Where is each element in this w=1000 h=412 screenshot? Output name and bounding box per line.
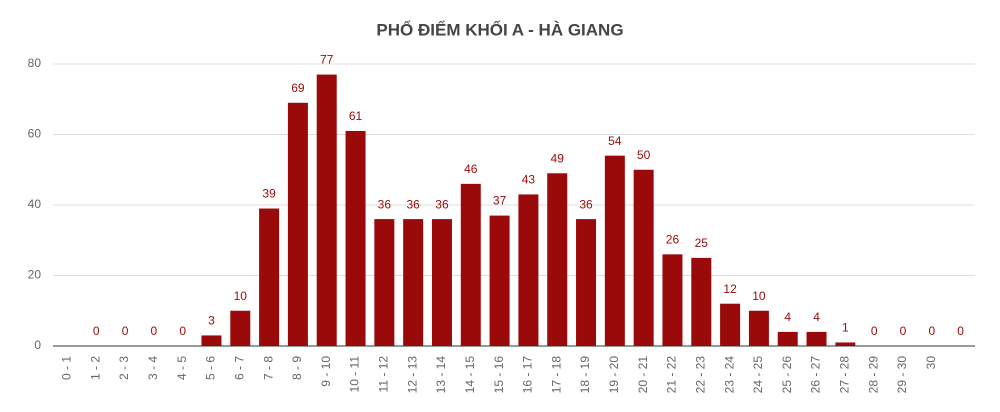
value-label: 36 bbox=[406, 197, 420, 211]
y-tick-label: 60 bbox=[28, 127, 42, 141]
value-label: 39 bbox=[262, 187, 276, 201]
x-tick-label: 27 - 28 bbox=[838, 356, 852, 394]
bar bbox=[691, 257, 712, 346]
value-label: 3 bbox=[208, 314, 215, 328]
x-tick-label: 3 - 4 bbox=[146, 356, 160, 380]
bar bbox=[576, 219, 597, 346]
value-label: 0 bbox=[122, 324, 129, 338]
value-label: 0 bbox=[900, 324, 907, 338]
value-label: 10 bbox=[752, 289, 766, 303]
value-label: 4 bbox=[813, 310, 820, 324]
x-tick-label: 30 bbox=[924, 356, 938, 370]
x-tick-label: 17 - 18 bbox=[549, 356, 563, 394]
value-label: 10 bbox=[234, 289, 248, 303]
x-tick-label: 5 - 6 bbox=[204, 356, 218, 380]
bar bbox=[316, 74, 337, 346]
x-tick-label: 1 - 2 bbox=[88, 356, 102, 380]
bar bbox=[633, 169, 654, 346]
x-tick-label: 24 - 25 bbox=[751, 356, 765, 394]
value-label: 26 bbox=[666, 233, 680, 247]
value-label: 61 bbox=[349, 109, 363, 123]
value-label: 37 bbox=[493, 194, 507, 208]
value-label: 0 bbox=[93, 324, 100, 338]
bar bbox=[489, 215, 510, 346]
x-tick-label: 9 - 10 bbox=[319, 356, 333, 387]
bar bbox=[547, 173, 568, 346]
bar bbox=[374, 219, 395, 346]
x-tick-label: 11 - 12 bbox=[377, 356, 391, 393]
bar bbox=[748, 310, 769, 346]
bar bbox=[806, 331, 827, 346]
x-tick-label: 19 - 20 bbox=[607, 356, 621, 394]
bar bbox=[720, 303, 741, 346]
bar bbox=[403, 219, 424, 346]
bar bbox=[662, 254, 683, 346]
y-tick-label: 40 bbox=[28, 197, 42, 211]
x-tick-label: 15 - 16 bbox=[492, 356, 506, 394]
value-label: 0 bbox=[179, 324, 186, 338]
x-tick-label: 10 - 11 bbox=[348, 356, 362, 393]
value-label: 43 bbox=[522, 173, 536, 187]
value-label: 69 bbox=[291, 81, 305, 95]
bar bbox=[604, 155, 625, 346]
x-tick-label: 29 - 30 bbox=[895, 356, 909, 394]
bar bbox=[259, 208, 280, 346]
value-label: 49 bbox=[551, 151, 565, 165]
value-label: 4 bbox=[784, 310, 791, 324]
x-tick-label: 21 - 22 bbox=[665, 356, 679, 394]
bar bbox=[230, 310, 251, 346]
x-tick-label: 26 - 27 bbox=[809, 356, 823, 394]
value-label: 46 bbox=[464, 162, 478, 176]
value-label: 36 bbox=[378, 197, 392, 211]
value-label: 0 bbox=[957, 324, 964, 338]
x-tick-label: 12 - 13 bbox=[405, 356, 419, 394]
x-tick-label: 22 - 23 bbox=[693, 356, 707, 394]
value-label: 0 bbox=[928, 324, 935, 338]
x-tick-label: 4 - 5 bbox=[175, 356, 189, 380]
x-tick-label: 7 - 8 bbox=[261, 356, 275, 380]
value-label: 25 bbox=[695, 236, 709, 250]
value-label: 50 bbox=[637, 148, 651, 162]
bar bbox=[431, 219, 452, 346]
x-tick-label: 13 - 14 bbox=[434, 356, 448, 394]
bar bbox=[287, 102, 308, 347]
y-tick-label: 80 bbox=[28, 56, 42, 70]
value-label: 36 bbox=[435, 197, 449, 211]
x-tick-label: 14 - 15 bbox=[463, 356, 477, 394]
x-tick-label: 18 - 19 bbox=[578, 356, 592, 394]
bar bbox=[201, 335, 222, 346]
value-label: 0 bbox=[151, 324, 158, 338]
value-label: 36 bbox=[579, 197, 593, 211]
x-tick-label: 23 - 24 bbox=[722, 356, 736, 394]
value-label: 0 bbox=[871, 324, 878, 338]
bar bbox=[518, 194, 539, 346]
y-tick-label: 20 bbox=[28, 268, 42, 282]
x-tick-label: 25 - 26 bbox=[780, 356, 794, 394]
bar bbox=[460, 183, 481, 346]
x-tick-label: 6 - 7 bbox=[232, 356, 246, 380]
value-label: 12 bbox=[723, 282, 737, 296]
bar bbox=[345, 130, 366, 346]
value-label: 77 bbox=[320, 53, 334, 67]
x-tick-label: 20 - 21 bbox=[636, 356, 650, 394]
bar bbox=[777, 331, 798, 346]
value-label: 1 bbox=[842, 321, 849, 335]
x-tick-label: 16 - 17 bbox=[521, 356, 535, 394]
x-tick-label: 28 - 29 bbox=[866, 356, 880, 394]
value-label: 54 bbox=[608, 134, 622, 148]
x-tick-label: 0 - 1 bbox=[60, 356, 74, 380]
y-tick-label: 0 bbox=[34, 338, 41, 352]
x-tick-label: 8 - 9 bbox=[290, 356, 304, 380]
bar bbox=[835, 342, 856, 346]
chart-title: PHỔ ĐIỂM KHỐI A - HÀ GIANG bbox=[376, 19, 623, 39]
x-tick-label: 2 - 3 bbox=[117, 356, 131, 380]
